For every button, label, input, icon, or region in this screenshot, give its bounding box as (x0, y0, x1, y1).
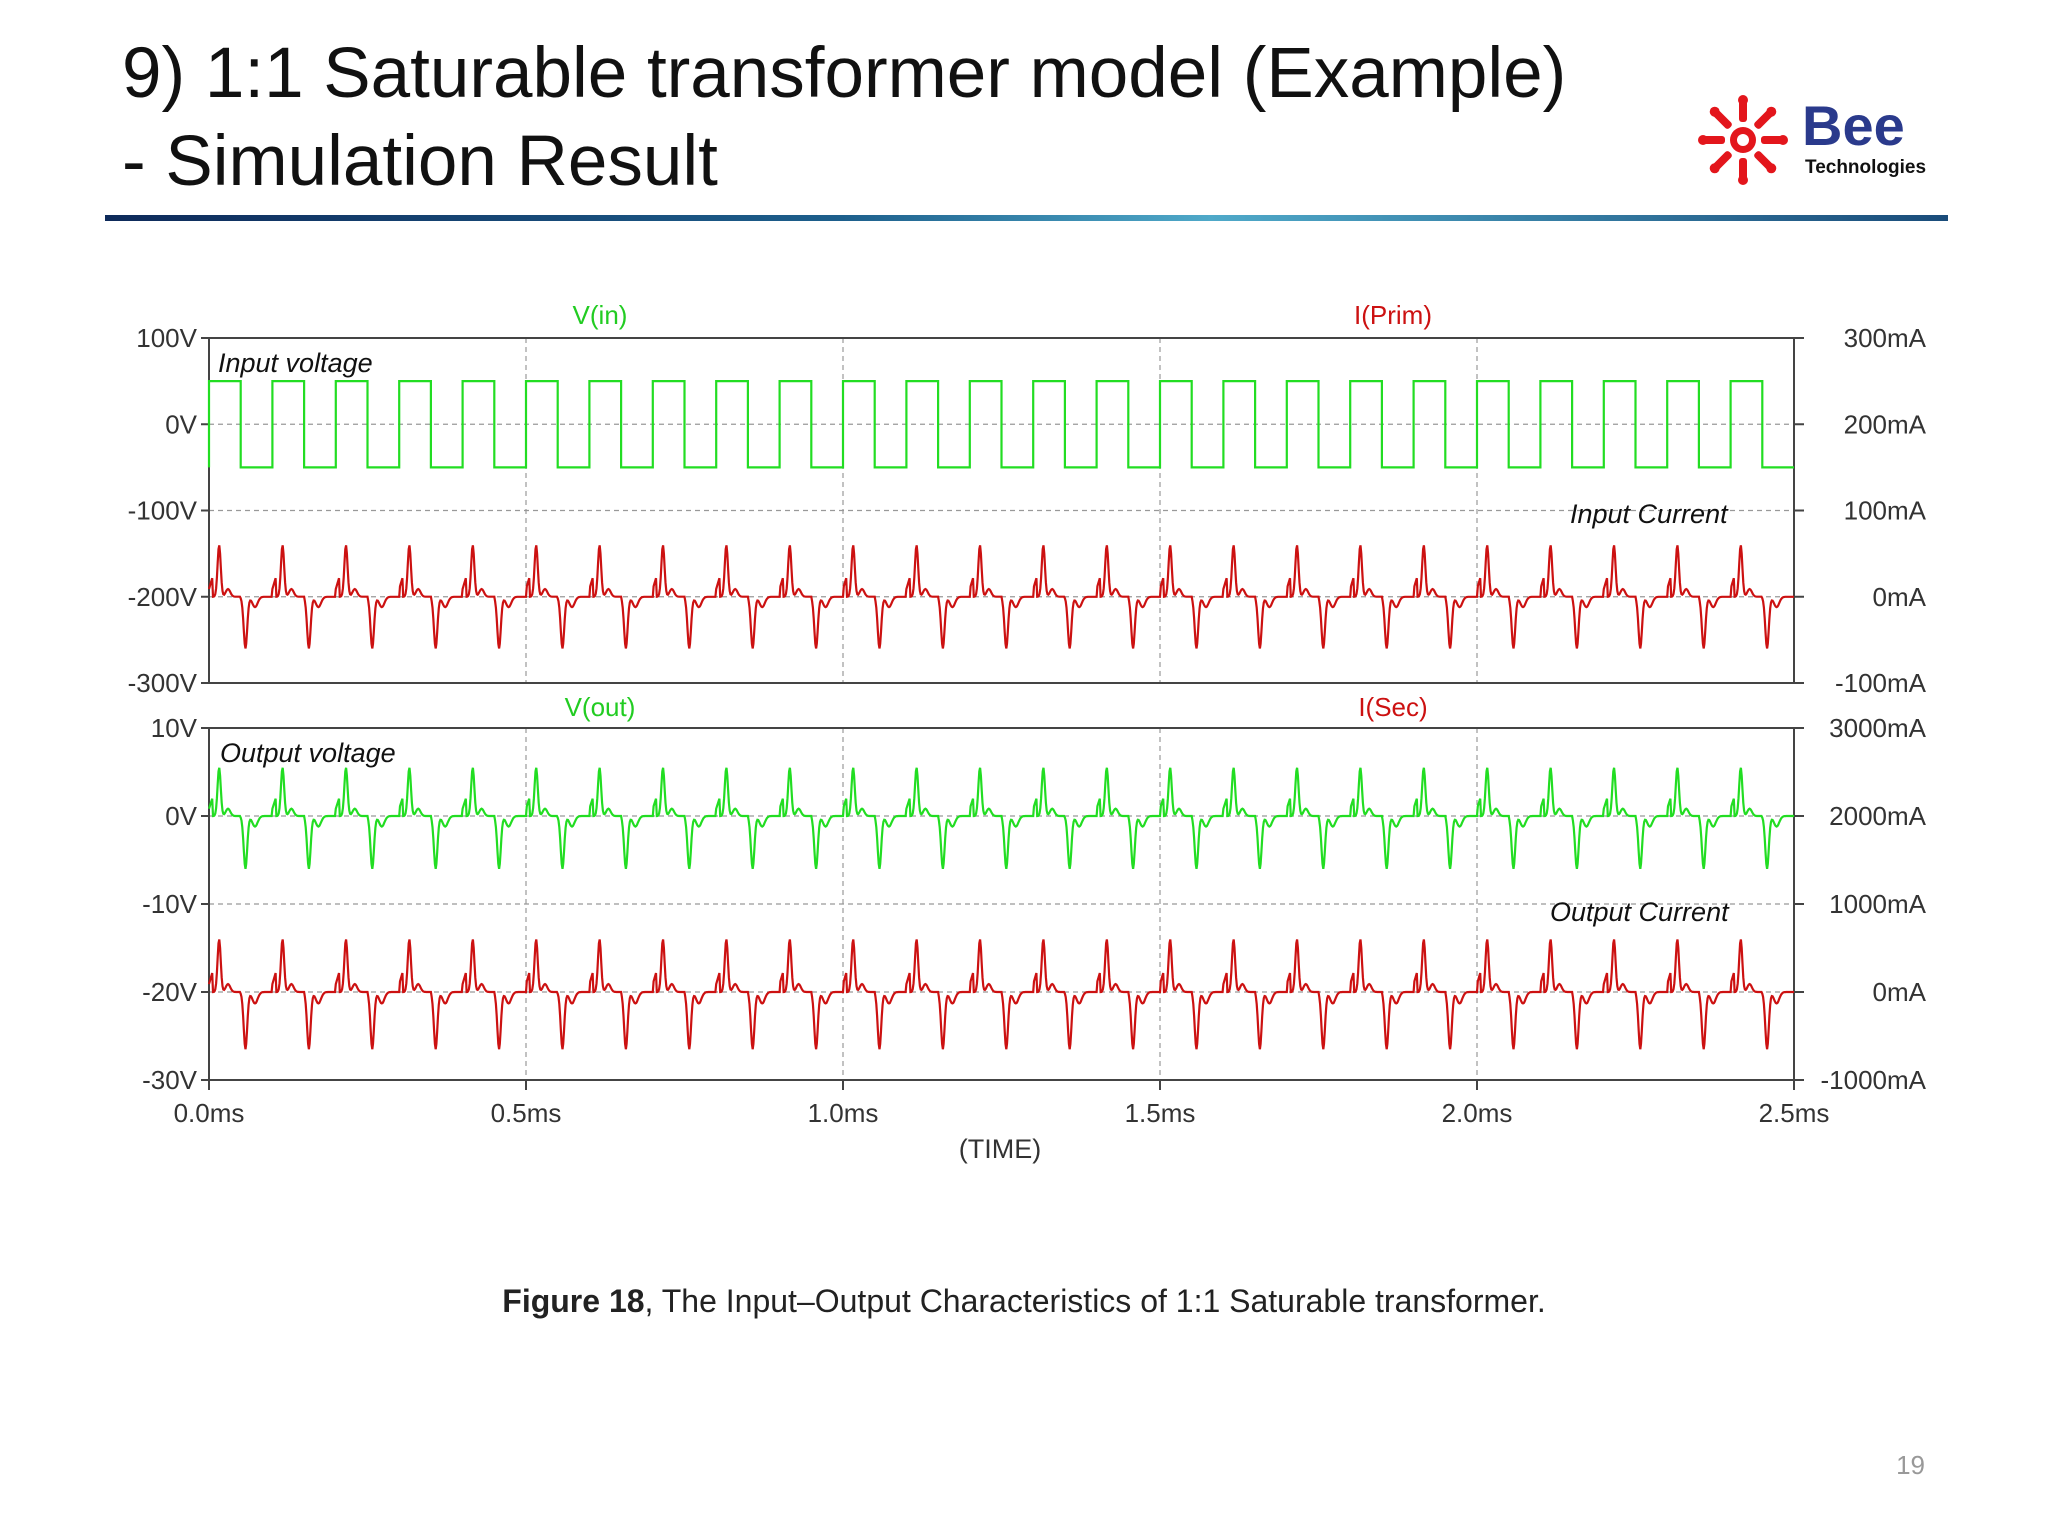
left-tick-label: -10V (142, 889, 198, 919)
bottom-series-isec-label: I(Sec) (1358, 692, 1427, 722)
sun-ray (1754, 151, 1777, 174)
isec-trace (207, 939, 1794, 1050)
right-tick-label: 2000mA (1829, 801, 1926, 831)
sun-ray (1738, 158, 1748, 185)
top-series-iprim-label: I(Prim) (1354, 300, 1432, 330)
bottom-left-axis: 10V 0V -10V -20V -30V (142, 713, 209, 1095)
left-tick-label: -30V (142, 1065, 198, 1095)
sun-ray (1709, 106, 1732, 129)
x-tick-label: 2.5ms (1759, 1098, 1830, 1128)
left-tick-label: 0V (165, 409, 197, 439)
right-tick-label: 3000mA (1829, 713, 1926, 743)
logo-wordmark: Bee (1802, 95, 1905, 157)
slide-title: 9) 1:1 Saturable transformer model (Exam… (122, 30, 1566, 206)
left-tick-label: -200V (128, 582, 198, 612)
left-tick-label: 0V (165, 801, 197, 831)
sun-ray (1754, 106, 1777, 129)
bee-technologies-logo: Bee Technologies (1698, 95, 1926, 185)
time-axis: 0.0ms 0.5ms 1.0ms 1.5ms 2.0ms 2.5ms (174, 1080, 1830, 1128)
right-tick-label: 0mA (1873, 977, 1927, 1007)
logo-subtext: Technologies (1805, 157, 1926, 178)
right-tick-label: -1000mA (1821, 1065, 1927, 1095)
title-line-1: 9) 1:1 Saturable transformer model (Exam… (122, 34, 1567, 113)
top-series-vin-label: V(in) (573, 300, 628, 330)
x-tick-label: 0.0ms (174, 1098, 245, 1128)
left-tick-label: -20V (142, 977, 198, 1007)
left-tick-label: 10V (151, 713, 198, 743)
title-divider (105, 215, 1948, 221)
sun-ray (1709, 151, 1732, 174)
vout-trace (207, 767, 1794, 869)
caption-figure-number: Figure 18 (502, 1283, 645, 1319)
top-panel: V(in) I(Prim) Input voltage Input Curren… (128, 300, 1927, 698)
left-tick-label: -300V (128, 668, 198, 698)
caption-text: , The Input–Output Characteristics of 1:… (644, 1283, 1546, 1319)
time-axis-label: (TIME) (959, 1134, 1041, 1164)
iprim-trace (207, 545, 1794, 649)
page-number: 19 (1896, 1450, 1925, 1480)
right-tick-label: 200mA (1844, 409, 1927, 439)
left-tick-label: -100V (128, 496, 198, 526)
right-tick-label: -100mA (1835, 668, 1927, 698)
left-tick-label: 100V (136, 323, 197, 353)
output-voltage-annotation: Output voltage (220, 738, 396, 768)
bottom-right-axis: 3000mA 2000mA 1000mA 0mA -1000mA (1794, 713, 1927, 1095)
input-voltage-annotation: Input voltage (218, 348, 373, 378)
sun-ray (1698, 135, 1725, 145)
bottom-series-vout-label: V(out) (565, 692, 636, 722)
x-tick-label: 0.5ms (491, 1098, 562, 1128)
title-line-2: - Simulation Result (122, 122, 718, 201)
output-current-annotation: Output Current (1550, 897, 1730, 927)
sun-logo-icon (1698, 95, 1788, 185)
sun-ray (1761, 135, 1788, 145)
right-tick-label: 300mA (1844, 323, 1927, 353)
x-tick-label: 2.0ms (1442, 1098, 1513, 1128)
top-left-axis: 100V 0V -100V -200V -300V (128, 323, 209, 698)
figure-caption: Figure 18, The Input–Output Characterist… (0, 1283, 2048, 1320)
right-tick-label: 0mA (1873, 582, 1927, 612)
simulation-chart: V(in) I(Prim) Input voltage Input Curren… (128, 300, 1927, 1164)
x-tick-label: 1.0ms (808, 1098, 879, 1128)
top-right-axis: 300mA 200mA 100mA 0mA -100mA (1794, 323, 1927, 698)
right-tick-label: 100mA (1844, 496, 1927, 526)
input-current-annotation: Input Current (1570, 499, 1729, 529)
bottom-panel: V(out) I(Sec) Output voltage Output Curr… (142, 692, 1927, 1095)
x-tick-label: 1.5ms (1125, 1098, 1196, 1128)
sun-ray (1738, 95, 1748, 122)
right-tick-label: 1000mA (1829, 889, 1926, 919)
vin-trace (207, 380, 1794, 469)
